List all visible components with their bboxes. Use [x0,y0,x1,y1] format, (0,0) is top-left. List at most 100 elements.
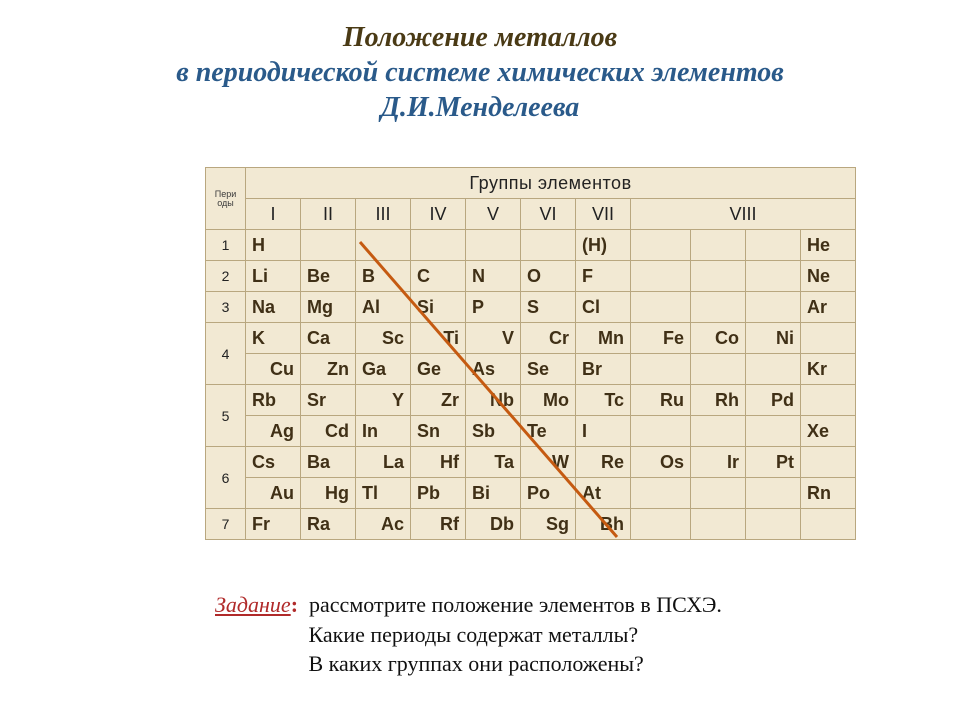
element-cell: Fe [631,323,691,354]
element-cell [801,385,856,416]
element-cell: Ar [801,292,856,323]
element-cell [631,261,691,292]
element-cell: Ra [301,509,356,540]
element-cell: Db [466,509,521,540]
element-cell [801,323,856,354]
element-cell: Y [356,385,411,416]
periodic-table: ПериодыГруппы элементовIIIIIIIVVVIVIIVII… [205,167,855,540]
period-cell: 5 [206,385,246,447]
title-line-2: в периодической системе химических элеме… [0,55,960,90]
period-cell: 2 [206,261,246,292]
element-cell: K [246,323,301,354]
period-cell: 7 [206,509,246,540]
slide-title: Положение металлов в периодической систе… [0,20,960,125]
element-cell: Te [521,416,576,447]
title-line-1: Положение металлов [0,20,960,55]
element-cell: Hg [301,478,356,509]
element-cell [301,230,356,261]
element-cell: Pb [411,478,466,509]
element-cell [631,230,691,261]
group-header: II [301,199,356,230]
element-cell: Pd [746,385,801,416]
element-cell: Ne [801,261,856,292]
element-cell [691,354,746,385]
element-cell: S [521,292,576,323]
element-cell: C [411,261,466,292]
element-cell [801,447,856,478]
element-cell: Pt [746,447,801,478]
element-cell: O [521,261,576,292]
element-cell [631,292,691,323]
element-cell: F [576,261,631,292]
element-cell [691,292,746,323]
title-line-3: Д.И.Менделеева [0,90,960,125]
element-cell: V [466,323,521,354]
element-cell: Ti [411,323,466,354]
element-cell [746,478,801,509]
element-cell: W [521,447,576,478]
element-cell: Sb [466,416,521,447]
element-cell: Ac [356,509,411,540]
element-cell: Bi [466,478,521,509]
element-cell [631,416,691,447]
element-cell: Cd [301,416,356,447]
element-cell [801,509,856,540]
element-cell [411,230,466,261]
element-cell [746,354,801,385]
element-cell: Cr [521,323,576,354]
element-cell: Si [411,292,466,323]
element-cell: Mn [576,323,631,354]
element-cell: H [246,230,301,261]
element-cell: P [466,292,521,323]
element-cell: Se [521,354,576,385]
element-cell: Cs [246,447,301,478]
group-header: VII [576,199,631,230]
group-header: VIII [631,199,856,230]
element-cell: Ag [246,416,301,447]
element-cell: Au [246,478,301,509]
element-cell [521,230,576,261]
element-cell: B [356,261,411,292]
element-cell: Mo [521,385,576,416]
element-cell: Rh [691,385,746,416]
element-cell: La [356,447,411,478]
task-line-1: рассмотрите положение элементов в ПСХЭ. [309,592,722,617]
element-cell [746,509,801,540]
element-cell [691,478,746,509]
element-cell: As [466,354,521,385]
element-cell [631,509,691,540]
element-cell: Os [631,447,691,478]
group-header: VI [521,199,576,230]
period-cell: 4 [206,323,246,385]
element-cell [746,292,801,323]
element-cell: Li [246,261,301,292]
task-line-3: В каких группах они расположены? [309,651,644,676]
element-cell: Zn [301,354,356,385]
element-cell [746,261,801,292]
groups-title: Группы элементов [246,168,856,199]
element-cell: Ge [411,354,466,385]
element-cell [691,230,746,261]
element-cell: Sc [356,323,411,354]
element-cell [631,354,691,385]
element-cell: Al [356,292,411,323]
element-cell: Ba [301,447,356,478]
element-cell: Re [576,447,631,478]
element-cell: Ru [631,385,691,416]
element-cell: Ta [466,447,521,478]
element-cell [466,230,521,261]
task-line-2: Какие периоды содержат металлы? [309,622,639,647]
element-cell: Br [576,354,631,385]
period-cell: 1 [206,230,246,261]
period-cell: 6 [206,447,246,509]
element-cell: At [576,478,631,509]
element-cell: Bh [576,509,631,540]
slide: { "title": { "line1": "Положение металло… [0,0,960,720]
element-cell: Kr [801,354,856,385]
element-cell [691,416,746,447]
element-cell: N [466,261,521,292]
element-cell: Po [521,478,576,509]
periodic-table-grid: ПериодыГруппы элементовIIIIIIIVVVIVIIVII… [205,167,856,540]
element-cell: Na [246,292,301,323]
element-cell: Mg [301,292,356,323]
